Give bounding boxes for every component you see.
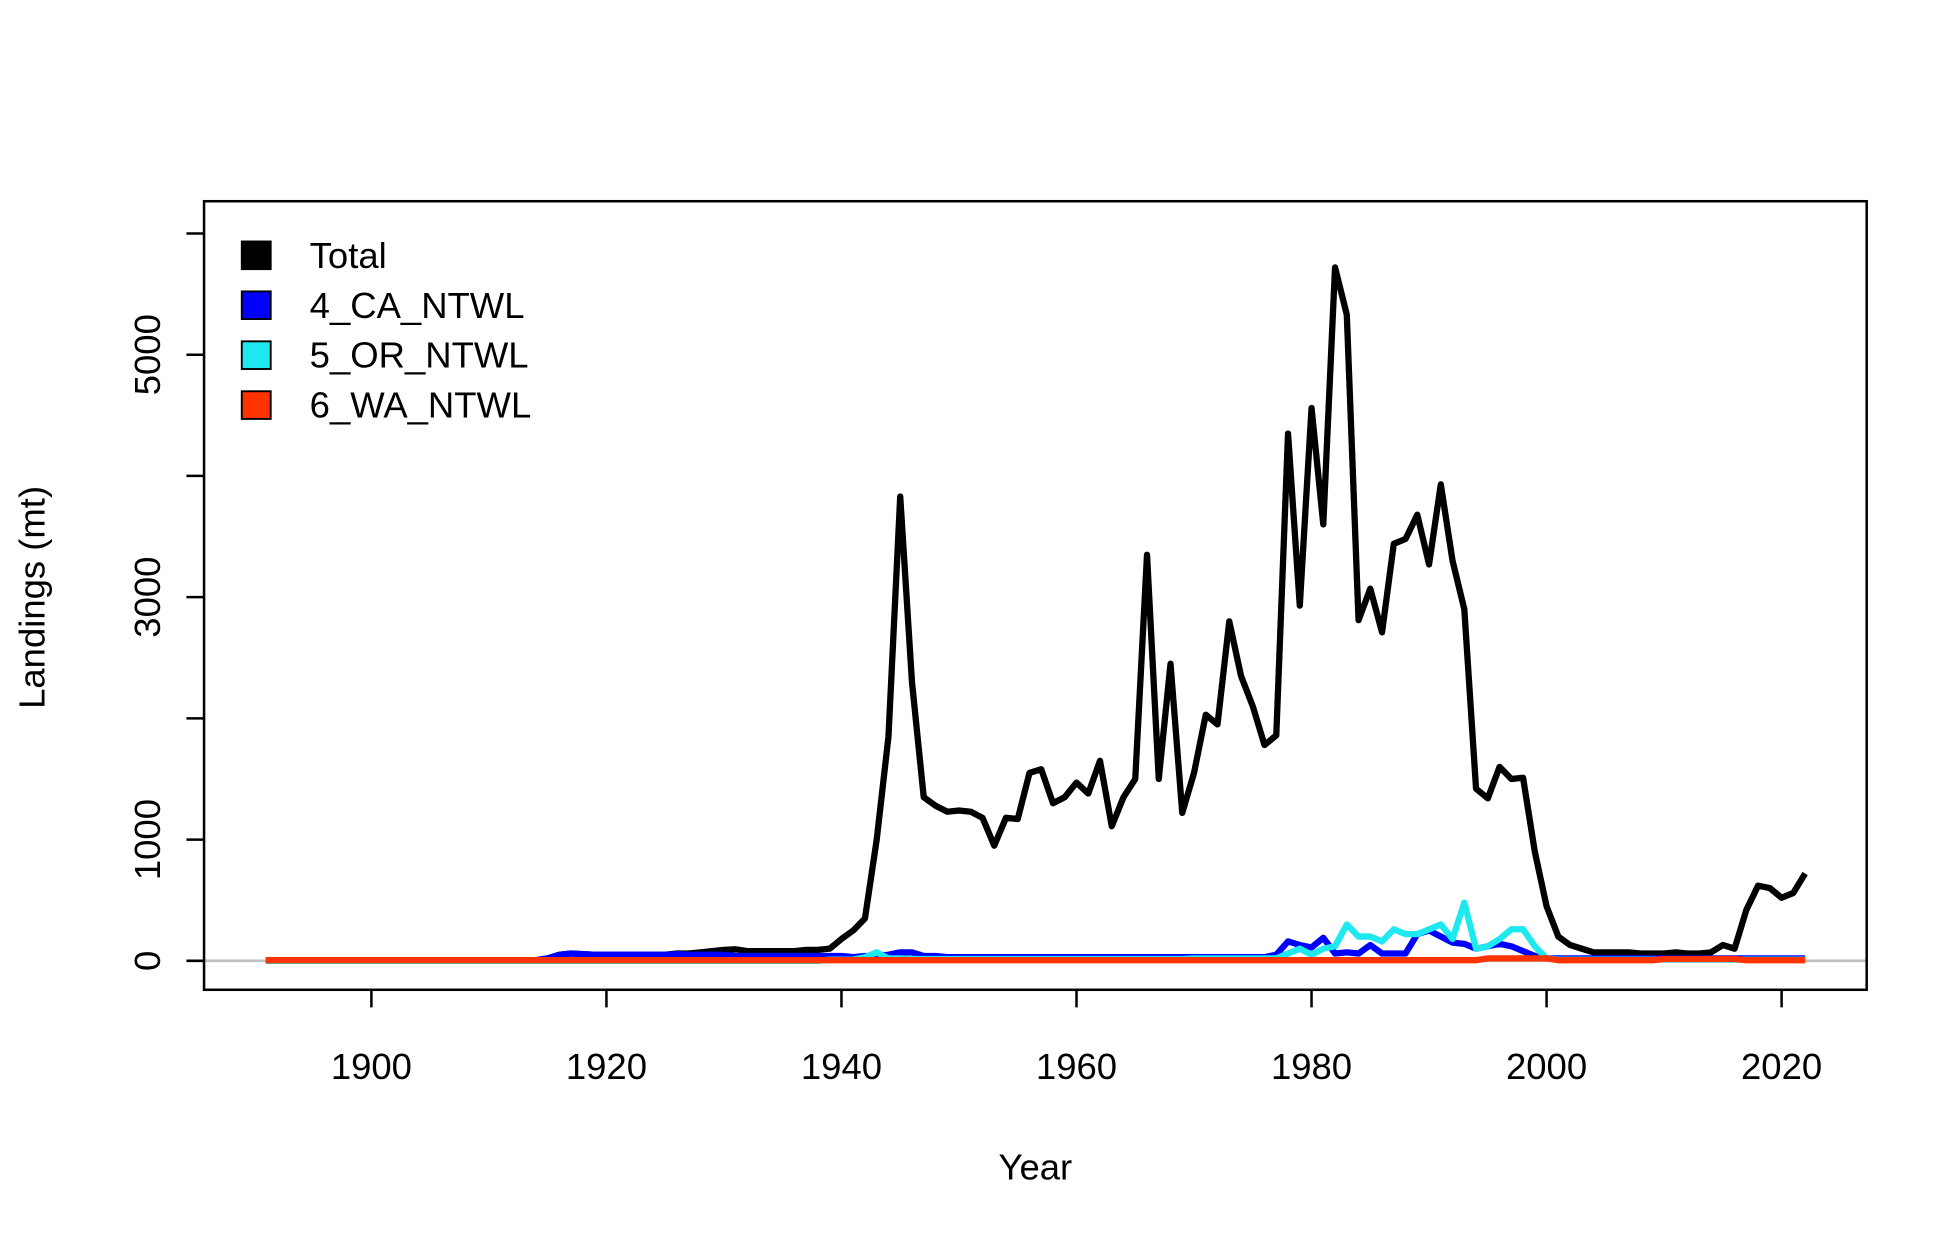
x-tick-label: 1920 [566,1046,647,1087]
x-tick-label: 2000 [1506,1046,1587,1087]
plot-frame [202,199,1868,992]
y-tick-label: 1000 [127,799,168,880]
y-tick-label: 5000 [127,314,168,395]
legend-label: Total [310,235,387,276]
x-tick-label: 1900 [331,1046,412,1087]
x-tick-label: 2020 [1741,1046,1822,1087]
legend-swatch [240,340,272,370]
x-axis-label: Year [999,1147,1073,1188]
y-axis-label: Landings (mt) [11,486,52,709]
legend-label: 6_WA_NTWL [310,385,532,426]
x-tick-label: 1980 [1271,1046,1352,1087]
series-line [265,955,1806,964]
legend-label: 4_CA_NTWL [310,285,525,326]
x-tick-label: 1940 [801,1046,882,1087]
y-tick-label: 3000 [127,557,168,638]
legend-swatch [240,240,272,271]
y-tick-label: 0 [127,951,168,971]
legend-swatch [240,390,272,420]
legend-swatch [240,290,272,321]
series-line [265,899,1806,964]
x-tick-label: 1960 [1036,1046,1117,1087]
legend-label: 5_OR_NTWL [310,335,529,376]
